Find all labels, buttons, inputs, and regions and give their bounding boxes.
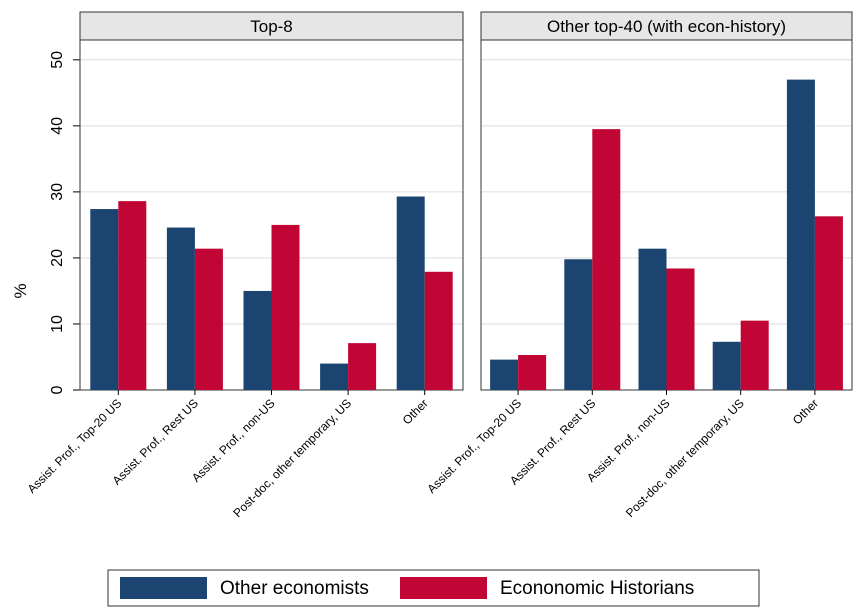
panel-header: [480, 11, 853, 41]
bar-other-economists: [90, 209, 119, 390]
bar-other-economists: [564, 259, 593, 390]
bar-economic-historians: [194, 248, 223, 390]
y-tick-label: 20: [49, 249, 66, 267]
x-tick-label: Assist. Prof., Top-20 US: [25, 396, 125, 496]
bar-economic-historians: [271, 224, 300, 390]
panel-header: [79, 11, 464, 41]
bar-other-economists: [320, 363, 349, 390]
x-tick-label: Post-doc, other temporary, US: [623, 396, 747, 520]
y-axis-label: %: [11, 283, 30, 298]
bar-economic-historians: [424, 271, 453, 390]
bar-economic-historians: [518, 355, 547, 390]
bar-economic-historians: [118, 201, 147, 390]
x-tick-label: Other: [400, 396, 431, 427]
bar-economic-historians: [592, 129, 621, 390]
y-tick-label: 10: [49, 315, 66, 333]
bar-economic-historians: [348, 343, 377, 390]
x-tick-label: Assist. Prof., non-US: [584, 396, 673, 485]
legend-label: Other economists: [220, 578, 369, 599]
legend-label: Econonomic Historians: [500, 578, 694, 599]
panel-title: Top-8: [250, 17, 293, 36]
bar-other-economists: [786, 79, 815, 390]
bar-economic-historians: [740, 320, 769, 390]
bar-other-economists: [396, 196, 425, 390]
bar-other-economists: [166, 227, 195, 390]
x-tick-label: Other: [790, 396, 821, 427]
bar-economic-historians: [666, 268, 695, 390]
x-tick-label: Assist. Prof., non-US: [189, 396, 278, 485]
legend-swatch: [120, 577, 207, 599]
y-tick-label: 50: [49, 51, 66, 69]
y-tick-label: 40: [49, 117, 66, 135]
panel-title: Other top-40 (with econ-history): [547, 17, 786, 36]
x-tick-label: Assist. Prof., Rest US: [110, 396, 201, 487]
bar-other-economists: [243, 290, 272, 390]
bar-other-economists: [638, 248, 667, 390]
bar-other-economists: [490, 359, 519, 390]
y-tick-label: 0: [49, 385, 66, 394]
y-tick-label: 30: [49, 183, 66, 201]
bar-economic-historians: [814, 216, 843, 390]
legend-swatch: [400, 577, 487, 599]
bar-other-economists: [712, 341, 741, 390]
